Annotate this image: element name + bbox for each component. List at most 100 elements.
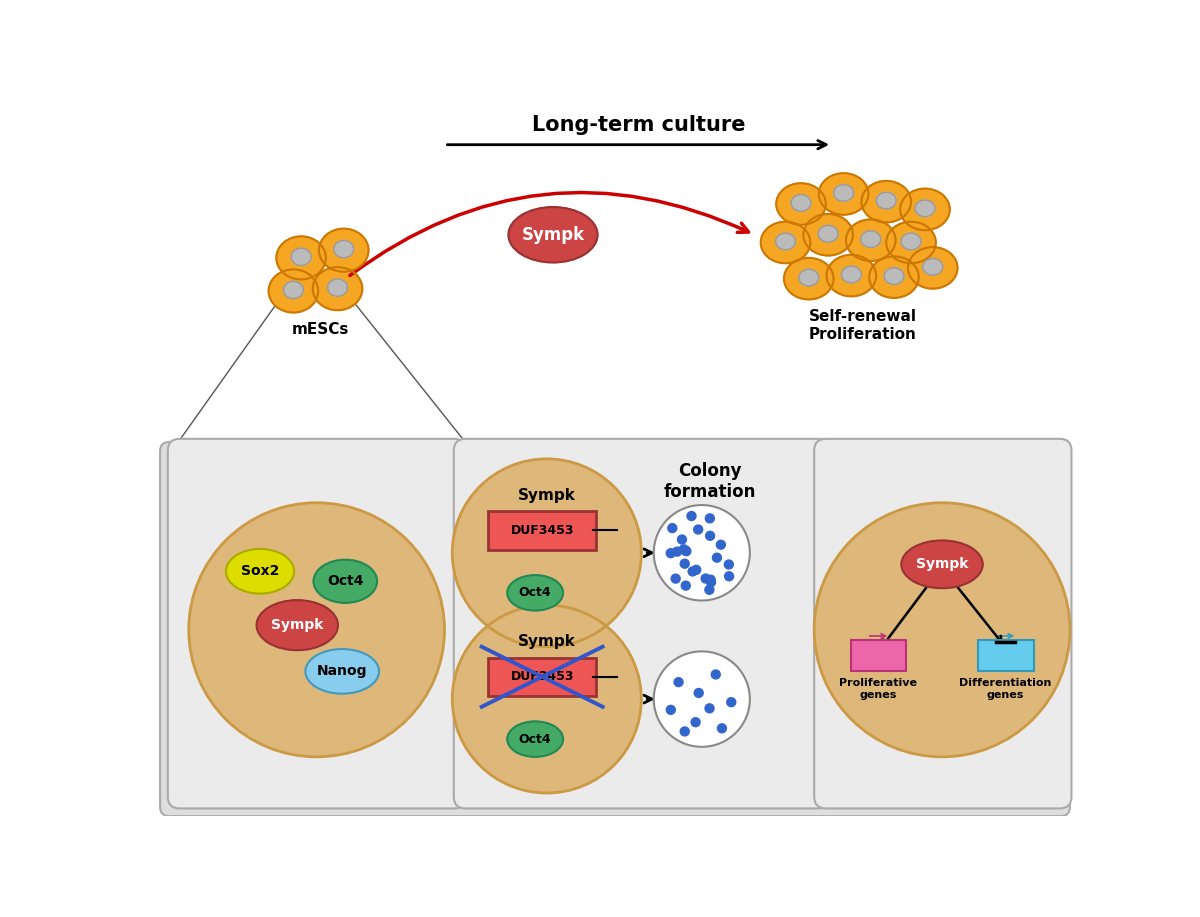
Text: Self-renewal
Proliferation: Self-renewal Proliferation [809,309,917,342]
Text: Sympk: Sympk [271,618,324,632]
Ellipse shape [908,247,958,289]
FancyBboxPatch shape [454,439,829,809]
Text: Sympk: Sympk [916,558,968,571]
Circle shape [654,505,750,601]
Circle shape [707,578,715,587]
Circle shape [674,678,683,687]
Text: Long-term culture: Long-term culture [532,115,745,135]
Ellipse shape [860,231,881,248]
FancyBboxPatch shape [978,640,1033,670]
Ellipse shape [775,233,796,249]
Ellipse shape [834,184,853,201]
Ellipse shape [869,257,919,298]
Circle shape [688,567,697,576]
Ellipse shape [313,559,377,602]
Ellipse shape [305,649,379,693]
Ellipse shape [900,189,950,230]
Ellipse shape [283,282,304,299]
Ellipse shape [818,173,869,215]
Circle shape [725,560,733,569]
Ellipse shape [784,258,834,300]
Circle shape [706,704,714,713]
Circle shape [704,585,714,594]
FancyBboxPatch shape [851,640,906,670]
Ellipse shape [508,722,563,757]
Circle shape [695,689,703,698]
Circle shape [713,553,721,562]
Circle shape [727,698,736,707]
Ellipse shape [901,233,920,249]
Text: Sympk: Sympk [522,226,584,244]
Circle shape [691,718,700,726]
Ellipse shape [761,222,810,263]
Ellipse shape [776,183,826,225]
Circle shape [452,605,641,793]
Circle shape [680,727,689,736]
Ellipse shape [334,240,354,258]
Circle shape [694,525,703,534]
FancyBboxPatch shape [488,511,596,549]
Circle shape [682,547,690,555]
Ellipse shape [803,214,853,256]
Circle shape [718,724,726,733]
Ellipse shape [827,255,876,296]
Text: Oct4: Oct4 [518,586,552,600]
Ellipse shape [923,259,943,275]
Circle shape [452,458,641,646]
Ellipse shape [319,228,368,271]
Text: Sox2: Sox2 [241,564,280,579]
Ellipse shape [862,181,911,223]
Text: Sympk: Sympk [518,488,576,503]
Ellipse shape [901,540,983,588]
Ellipse shape [791,194,811,211]
FancyBboxPatch shape [488,657,596,696]
Text: Differentiation
genes: Differentiation genes [960,679,1051,700]
Ellipse shape [328,279,348,296]
Ellipse shape [884,268,904,284]
Ellipse shape [269,270,318,313]
Circle shape [680,559,689,569]
Ellipse shape [887,222,936,263]
Circle shape [673,547,682,556]
Circle shape [706,514,714,523]
Ellipse shape [257,600,338,650]
Circle shape [725,572,733,580]
Ellipse shape [846,219,895,261]
Circle shape [682,581,690,591]
Ellipse shape [916,200,935,216]
FancyBboxPatch shape [168,439,466,809]
Circle shape [691,566,701,574]
Circle shape [679,545,689,554]
Ellipse shape [818,226,838,242]
Circle shape [682,547,691,556]
Circle shape [654,651,750,746]
Text: mESCs: mESCs [292,322,349,337]
Text: Nanog: Nanog [317,665,367,679]
Text: Proliferative
genes: Proliferative genes [840,679,918,700]
Circle shape [678,535,686,544]
Ellipse shape [841,266,862,282]
Circle shape [666,548,676,558]
Circle shape [706,575,715,584]
FancyBboxPatch shape [814,439,1072,809]
Circle shape [671,574,680,583]
Ellipse shape [292,249,311,265]
Circle shape [814,503,1070,757]
Ellipse shape [876,193,896,209]
Text: Sympk: Sympk [518,634,576,649]
Ellipse shape [313,267,362,310]
Circle shape [188,503,444,757]
Circle shape [701,574,710,583]
FancyBboxPatch shape [160,442,1070,816]
Text: Colony
formation: Colony formation [664,462,756,501]
Circle shape [686,512,696,521]
Circle shape [706,531,715,540]
Ellipse shape [226,549,294,593]
Circle shape [666,705,676,714]
Circle shape [668,524,677,533]
Ellipse shape [509,207,598,262]
Text: DUF3453: DUF3453 [510,524,574,537]
Ellipse shape [799,270,818,286]
Circle shape [712,670,720,679]
Circle shape [716,540,725,549]
